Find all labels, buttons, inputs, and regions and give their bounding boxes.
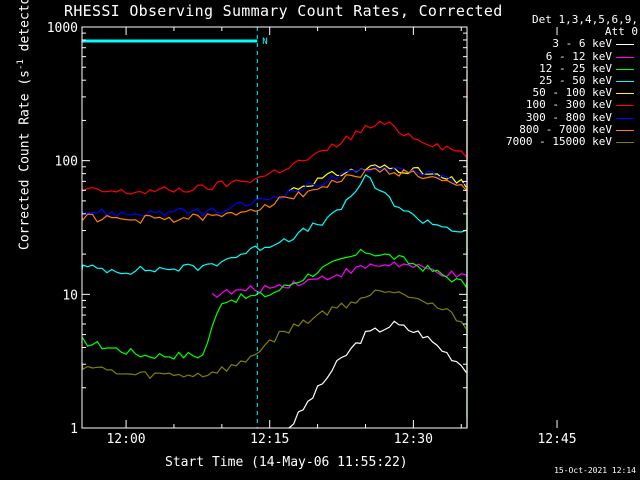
legend-swatch	[616, 56, 634, 58]
legend-item: 3 - 6 keV	[478, 38, 638, 50]
legend-swatch	[616, 141, 634, 143]
legend-label: 25 - 50 keV	[539, 73, 612, 87]
legend-swatch	[616, 105, 634, 107]
series-line-6	[81, 158, 468, 218]
series-line-5	[81, 90, 468, 207]
x-axis-label: Start Time (14-May-06 11:55:22)	[165, 455, 408, 470]
legend-header-2: Att 0	[604, 25, 638, 39]
chart-title: RHESSI Observing Summary Count Rates, Co…	[64, 2, 503, 20]
legend-label: 7000 - 15000 keV	[506, 134, 612, 148]
legend-swatch	[616, 129, 634, 131]
legend-label: 300 - 800 keV	[525, 110, 612, 124]
markers-layer: N	[82, 27, 268, 428]
timestamp: 15-Oct-2021 12:14	[554, 466, 636, 475]
legend-label: 50 - 100 keV	[532, 86, 612, 100]
y-tick-label-3: 1000	[47, 21, 78, 36]
legend-item: 100 - 300 keV	[478, 99, 638, 111]
axes-frame	[81, 26, 468, 429]
ticks-layer: 12:0012:1512:3012:4513:0013:1513:3011010…	[47, 21, 577, 447]
legend-item: 25 - 50 keV	[478, 73, 638, 87]
legend-label: 6 - 12 keV	[545, 49, 612, 63]
legend-item: 12 - 25 keV	[478, 61, 638, 75]
legend-item: 6 - 12 keV	[478, 49, 638, 63]
x-tick-label-0: 12:00	[106, 432, 145, 447]
legend-header-1: Det 1,3,4,5,6,9,	[532, 13, 638, 26]
legend-item: 800 - 7000 keV	[478, 122, 638, 136]
legend-item: 7000 - 15000 keV	[478, 134, 638, 148]
legend-label: 12 - 25 keV	[539, 61, 612, 75]
legend-item: 300 - 800 keV	[478, 110, 638, 124]
series-line-2	[81, 206, 468, 419]
x-tick-label-2: 12:30	[394, 432, 433, 447]
y-tick-label-2: 100	[55, 155, 78, 170]
legend-label: 800 - 7000 keV	[519, 122, 612, 136]
x-tick-label-3: 12:45	[537, 432, 576, 447]
y-tick-label-1: 10	[62, 288, 78, 303]
legend-swatch	[616, 44, 634, 46]
legend-swatch	[616, 93, 634, 95]
legend-item: 50 - 100 keV	[478, 86, 638, 100]
legend-label: 100 - 300 keV	[525, 98, 612, 112]
legend-swatch	[616, 117, 634, 119]
legend-items: 3 - 6 keV 6 - 12 keV 12 - 25 keV 25 - 50 ke…	[478, 38, 638, 148]
legend-label: 3 - 6 keV	[552, 37, 612, 51]
y-axis-label: Corrected Count Rate (s-1 detector-1)	[16, 0, 33, 250]
series-layer	[81, 70, 468, 429]
series-line-1	[211, 247, 468, 299]
x-tick-label-1: 12:15	[250, 432, 289, 447]
y-tick-label-0: 1	[70, 422, 78, 437]
series-line-3	[81, 102, 468, 365]
series-line-0	[288, 303, 468, 429]
legend-swatch	[616, 68, 634, 70]
attenuator-marker: N	[262, 37, 267, 47]
legend: Det 1,3,4,5,6,9, Att 0 3 - 6 keV 6 - 12 k…	[478, 13, 638, 148]
series-line-8	[81, 280, 468, 391]
legend-swatch	[616, 80, 634, 82]
